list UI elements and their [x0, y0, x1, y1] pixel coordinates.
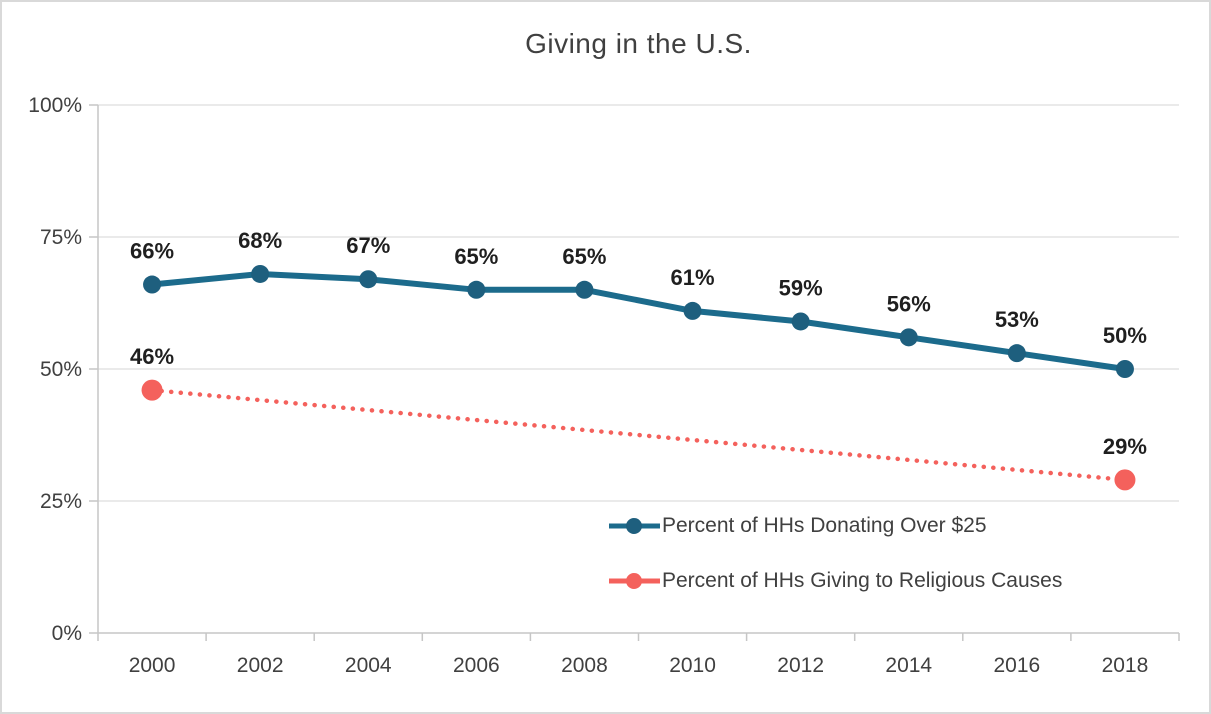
data-point-label: 50%	[1103, 323, 1147, 348]
chart-legend: Percent of HHs Donating Over $25 Percent…	[608, 508, 1062, 618]
data-point-label: 65%	[562, 244, 606, 269]
x-tick-label: 2006	[453, 654, 500, 677]
legend-item-donating-over-25: Percent of HHs Donating Over $25	[608, 508, 1062, 544]
data-point-label: 67%	[346, 233, 390, 258]
x-tick-label: 2012	[777, 654, 824, 677]
data-point-label: 29%	[1103, 434, 1147, 459]
data-point-marker	[791, 312, 810, 331]
x-tick-label: 2010	[669, 654, 716, 677]
data-point-label: 61%	[671, 265, 715, 290]
y-tick-label: 75%	[40, 226, 82, 249]
data-point-marker	[251, 264, 270, 283]
data-point-marker	[683, 301, 702, 320]
x-tick-label: 2008	[561, 654, 608, 677]
data-point-marker	[1007, 344, 1026, 363]
data-point-label: 53%	[995, 307, 1039, 332]
x-tick-label: 2000	[129, 654, 176, 677]
x-tick-label: 2018	[1102, 654, 1149, 677]
legend-line-marker-icon	[609, 518, 660, 534]
x-tick-label: 2014	[885, 654, 932, 677]
y-tick-label: 25%	[40, 490, 82, 513]
data-point-marker	[899, 328, 918, 347]
y-tick-label: 100%	[28, 94, 82, 117]
legend-marker-sample	[626, 573, 642, 589]
x-tick-label: 2016	[993, 654, 1040, 677]
data-point-marker	[143, 275, 162, 294]
legend-item-religious-causes: Percent of HHs Giving to Religious Cause…	[608, 563, 1062, 599]
data-point-marker	[575, 280, 594, 299]
chart-title: Giving in the U.S.	[525, 28, 752, 59]
data-point-label: 66%	[130, 239, 174, 264]
x-tick-label: 2002	[237, 654, 284, 677]
data-point-marker	[467, 280, 486, 299]
series-line-1	[151, 270, 1126, 372]
data-point-label: 46%	[130, 344, 174, 369]
legend-label-donating: Percent of HHs Donating Over $25	[662, 514, 987, 537]
data-point-label: 65%	[454, 244, 498, 269]
legend-marker-sample	[626, 518, 642, 534]
data-point-marker	[1114, 469, 1136, 491]
series-line-2	[149, 387, 1128, 483]
data-point-marker	[141, 379, 163, 401]
y-tick-label: 50%	[40, 358, 82, 381]
y-tick-label: 0%	[52, 622, 82, 645]
x-tick-label: 2004	[345, 654, 392, 677]
data-point-marker	[359, 270, 378, 289]
data-point-marker	[1115, 360, 1134, 378]
legend-label-religious: Percent of HHs Giving to Religious Cause…	[662, 569, 1063, 592]
data-point-label: 56%	[887, 291, 931, 316]
legend-line-marker-icon	[609, 573, 660, 589]
data-point-label: 59%	[779, 275, 823, 300]
data-point-label: 68%	[238, 228, 282, 253]
